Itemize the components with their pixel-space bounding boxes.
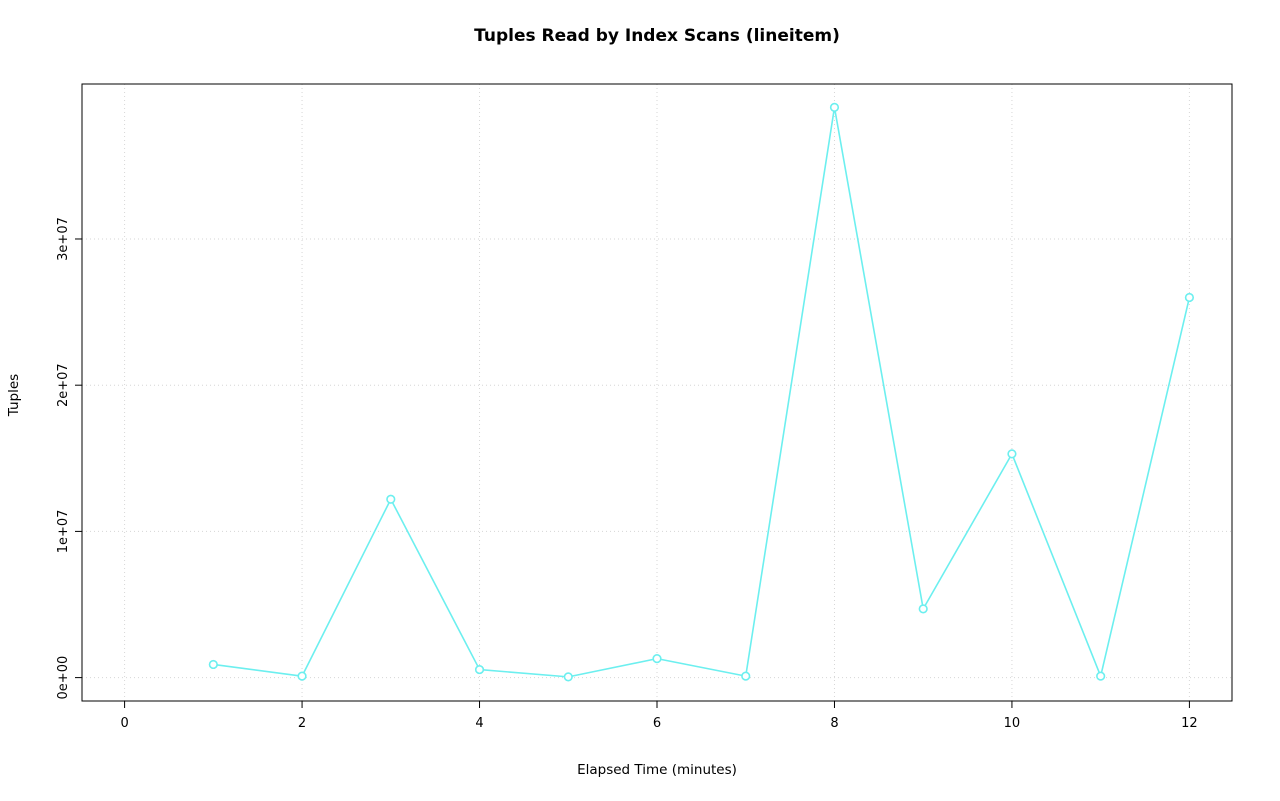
data-point-marker [652, 653, 662, 664]
data-point-marker [918, 604, 928, 614]
data-point-marker [1096, 671, 1106, 681]
y-tick-label: 2e+07 [56, 363, 71, 407]
x-axis-title: Elapsed Time (minutes) [577, 762, 737, 778]
y-axis-title: Tuples [6, 373, 22, 417]
data-point-marker [563, 672, 573, 682]
data-point-marker [829, 102, 840, 112]
data-point-marker [1184, 292, 1195, 303]
x-tick-label: 8 [830, 716, 838, 731]
x-tick-label: 12 [1181, 716, 1198, 731]
data-point-marker [297, 671, 307, 681]
series-line [212, 106, 1191, 678]
x-tick-label: 2 [298, 716, 306, 731]
y-tick-label: 0e+00 [56, 656, 71, 700]
x-tick-label: 10 [1004, 716, 1021, 731]
y-tick-label: 3e+07 [56, 217, 71, 261]
y-tick-label: 1e+07 [56, 510, 71, 554]
data-point-marker [208, 659, 218, 670]
x-tick-label: 6 [653, 716, 661, 731]
data-point-marker [474, 664, 485, 675]
x-tick-label: 0 [120, 716, 128, 731]
data-point-marker [386, 494, 396, 504]
data-point-marker [741, 671, 751, 681]
data-point-marker [1007, 449, 1017, 459]
chart-title: Tuples Read by Index Scans (lineitem) [474, 26, 840, 46]
x-tick-label: 4 [475, 716, 483, 731]
